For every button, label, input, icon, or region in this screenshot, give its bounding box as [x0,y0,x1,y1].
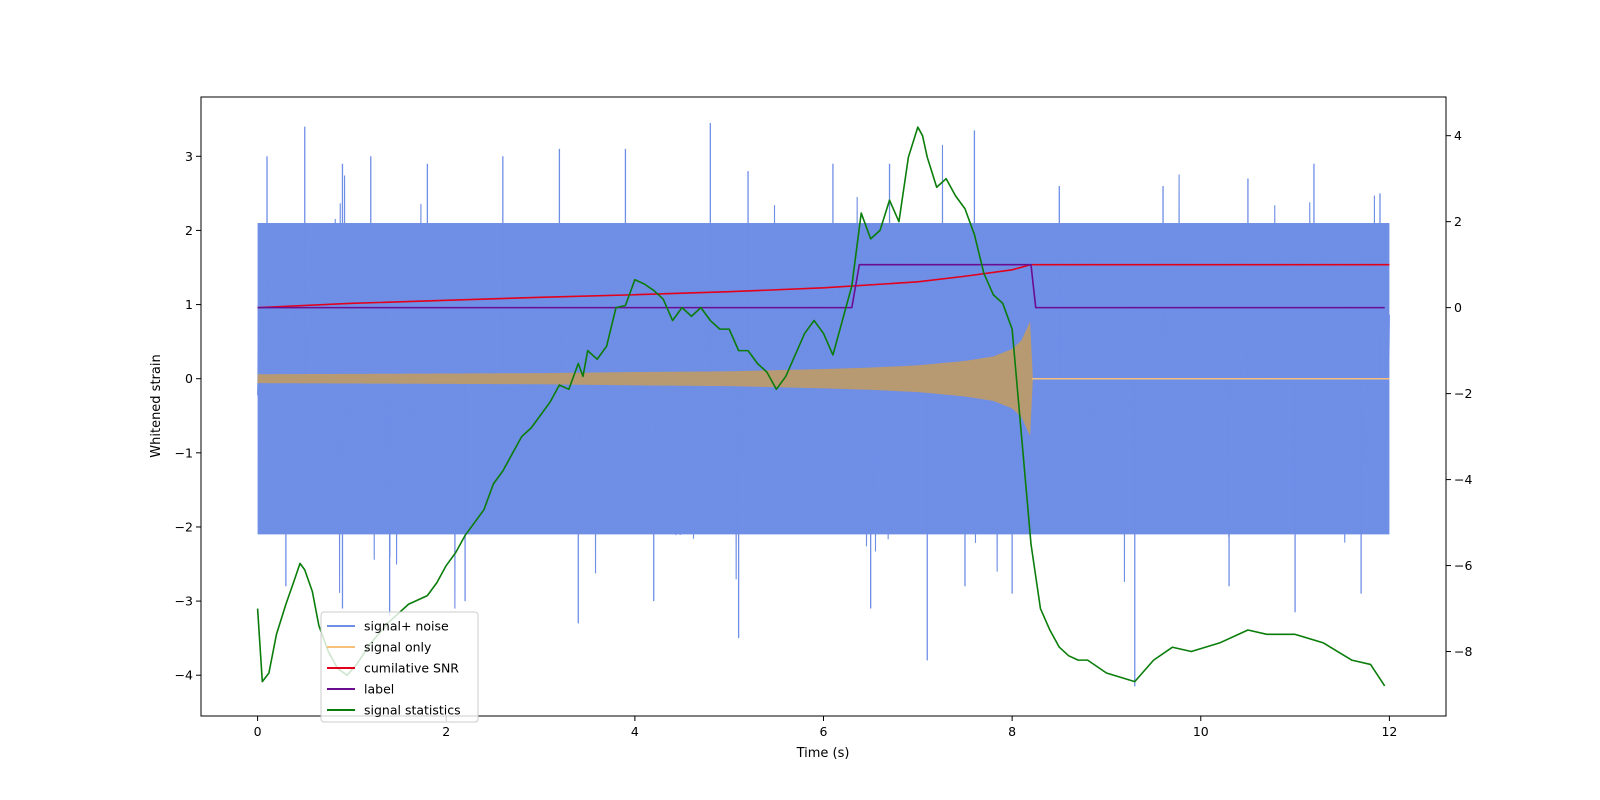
signal-only-envelope [257,321,1390,436]
cumulative-snr-line [257,263,1390,309]
y-tick-label: −1 [175,445,193,460]
y-tick-label: 2 [185,223,193,238]
y2-tick-label: 4 [1454,128,1462,143]
y-tick-label: −3 [175,594,193,609]
y2-tick-label: −8 [1454,644,1472,659]
legend-label: cumilative SNR [364,661,459,676]
y-axis-label: Whitened strain [149,354,164,457]
x-tick-label: 0 [254,724,262,739]
y2-tick-label: 2 [1454,214,1462,229]
legend-label: signal statistics [364,703,461,718]
y-tick-label: 3 [185,149,193,164]
legend-label: signal+ noise [364,619,449,634]
signal-statistics-line [256,126,1386,687]
y2-tick-label: −4 [1454,472,1472,487]
y-tick-label: −4 [175,668,193,683]
x-tick-label: 4 [631,724,639,739]
x-tick-label: 6 [820,724,828,739]
label-line [257,263,1385,309]
x-tick-label: 10 [1193,724,1209,739]
legend: signal+ noise signal only cumilative SNR la… [320,611,479,723]
y-tick-label: 0 [185,371,193,386]
x-tick-label: 12 [1381,724,1397,739]
y2-tick-label: 0 [1454,300,1462,315]
y2-tick-label: −6 [1454,558,1472,573]
y2-tick-label: −2 [1454,386,1472,401]
x-axis-label: Time (s) [796,746,850,761]
legend-box [320,611,479,723]
legend-label: signal only [364,640,432,655]
y-tick-label: 1 [185,297,193,312]
x-tick-label: 2 [442,724,450,739]
y-tick-label: −2 [175,519,193,534]
series-group [256,122,1390,687]
plot-area [256,122,1390,687]
axes-frame [200,96,1447,717]
x-tick-label: 8 [1008,724,1016,739]
legend-label: label [364,682,394,697]
